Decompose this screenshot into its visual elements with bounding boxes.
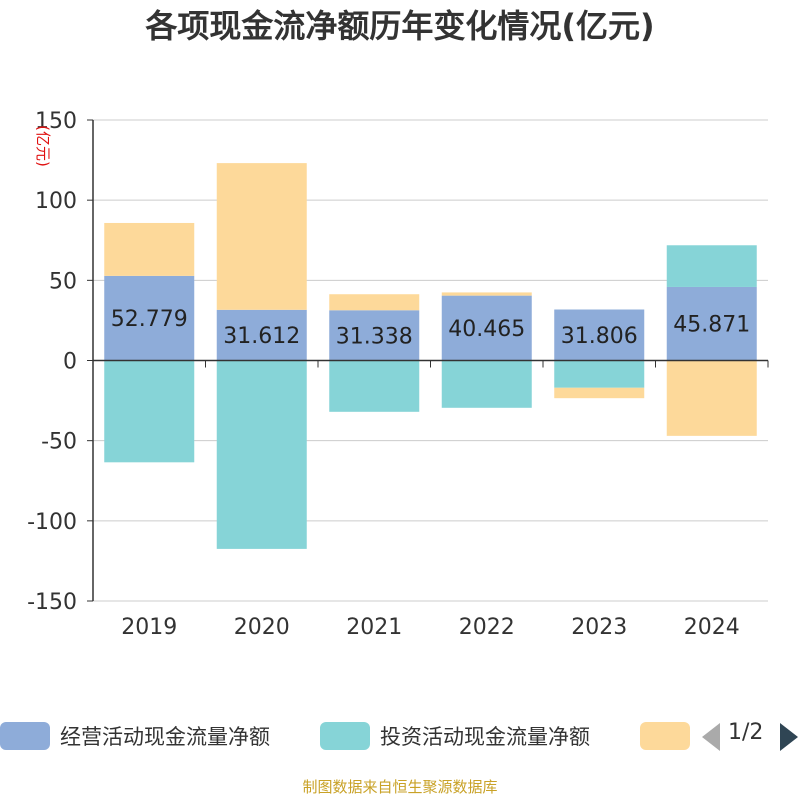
data-label: 31.612	[223, 324, 300, 349]
bar-series2	[554, 387, 645, 399]
x-tick-label: 2021	[346, 615, 402, 640]
y-tick-label: -100	[27, 510, 77, 535]
bar-series1	[329, 360, 420, 412]
data-label: 31.338	[336, 324, 413, 349]
legend-swatch-investing	[320, 722, 370, 750]
bar-series2	[216, 163, 307, 310]
legend-swatch-operating	[0, 722, 50, 750]
y-tick-label: 0	[63, 350, 77, 375]
y-axis-label: (亿元)	[34, 125, 52, 167]
x-tick-label: 2020	[234, 615, 290, 640]
bar-series1	[441, 360, 532, 408]
legend: 经营活动现金流量净额 投资活动现金流量净额	[0, 716, 800, 756]
data-label: 52.779	[111, 307, 188, 332]
bar-series1	[554, 360, 645, 388]
y-tick-label: 50	[49, 269, 77, 294]
bar-series1	[666, 245, 757, 287]
bar-series0	[554, 309, 645, 361]
bar-series1	[104, 360, 195, 463]
legend-item-investing[interactable]: 投资活动现金流量净额	[320, 718, 590, 754]
bar-series0	[216, 309, 307, 361]
y-tick-label: 150	[35, 109, 77, 134]
data-source-note: 制图数据来自恒生聚源数据库	[302, 778, 498, 796]
legend-next-page-icon[interactable]	[780, 723, 798, 751]
x-tick-label: 2024	[684, 615, 740, 640]
bar-series2	[666, 360, 757, 436]
x-tick-label: 2022	[459, 615, 515, 640]
legend-page-indicator: 1/2	[728, 720, 764, 745]
data-label: 45.871	[673, 313, 750, 338]
data-label: 40.465	[448, 317, 525, 342]
y-tick-label: 100	[35, 189, 77, 214]
x-tick-label: 2023	[571, 615, 627, 640]
chart-title: 各项现金流净额历年变化情况(亿元)	[145, 7, 655, 45]
legend-label-investing: 投资活动现金流量净额	[380, 725, 590, 749]
bar-series0	[441, 295, 532, 361]
bar-series2	[441, 292, 532, 296]
x-tick-label: 2019	[121, 615, 177, 640]
legend-swatch-financing	[640, 722, 690, 750]
bar-series0	[666, 286, 757, 361]
bar-series0	[329, 310, 420, 361]
bar-series2	[104, 222, 195, 276]
legend-item-operating[interactable]: 经营活动现金流量净额	[0, 718, 270, 754]
bar-series0	[104, 275, 195, 361]
legend-item-financing[interactable]	[640, 718, 690, 754]
chart-plot: 150 100 50 0 -50 -100 -150 (亿元) 52.779 31.612 31.3…	[27, 109, 769, 640]
bar-series2	[329, 294, 420, 311]
data-label: 31.806	[561, 324, 638, 349]
legend-prev-page-icon[interactable]	[702, 723, 720, 751]
legend-label-operating: 经营活动现金流量净额	[60, 725, 270, 749]
y-tick-label: -50	[41, 430, 77, 455]
bar-series1	[216, 360, 307, 549]
y-tick-label: -150	[27, 590, 77, 615]
